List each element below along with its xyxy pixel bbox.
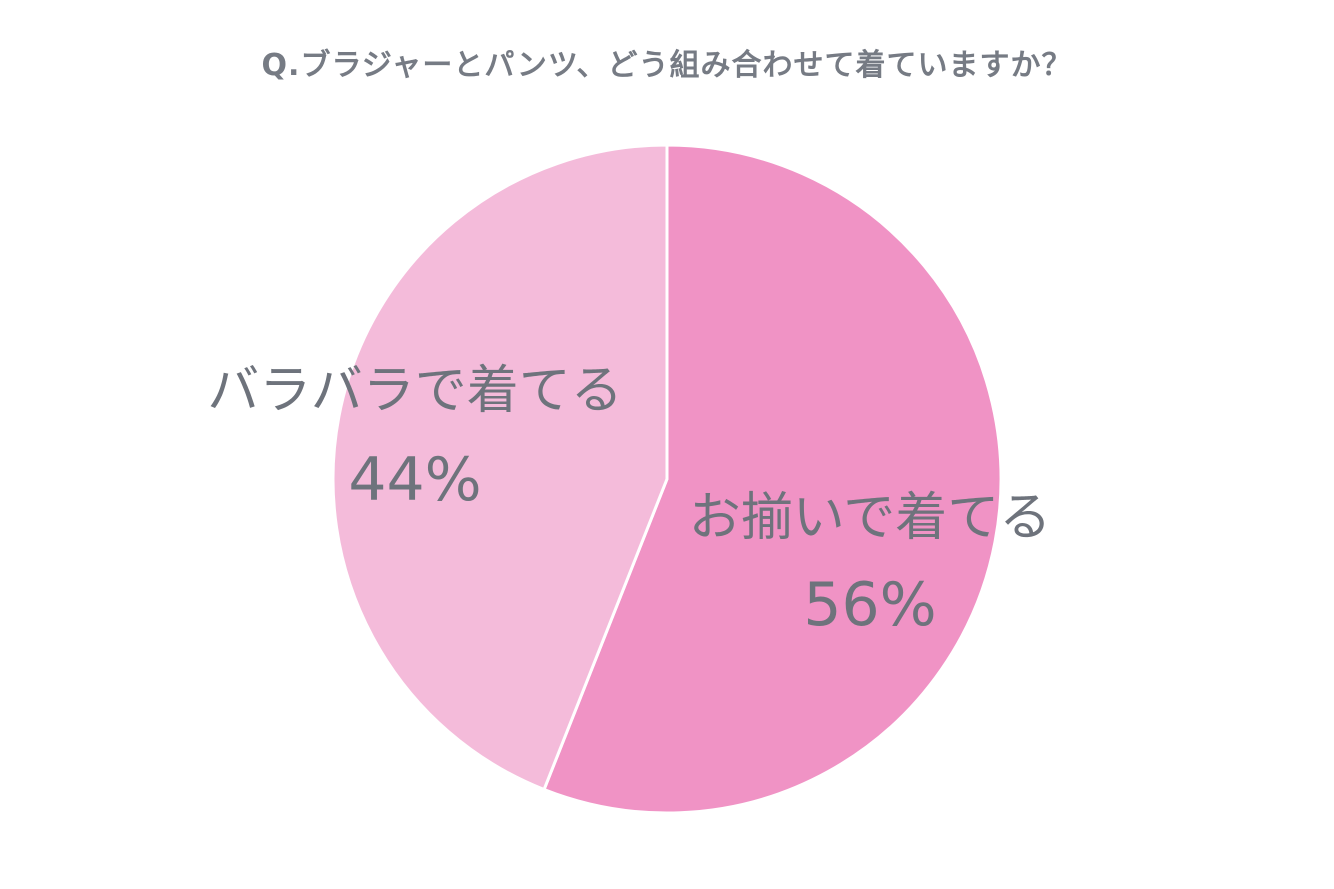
slice-owoi-label: お揃いで着てる [689, 488, 1051, 548]
slice-barabara-label: バラバラで着てる [207, 361, 622, 421]
slice-barabara [331, 143, 669, 792]
chart-title: Q.ブラジャーとパンツ、どう組み合わせて着ていますか？ [261, 48, 1073, 83]
slice-owoi [542, 143, 1003, 815]
slice-owoi-percent: 56% [803, 570, 936, 640]
slice-barabara-percent: 44% [348, 445, 481, 515]
